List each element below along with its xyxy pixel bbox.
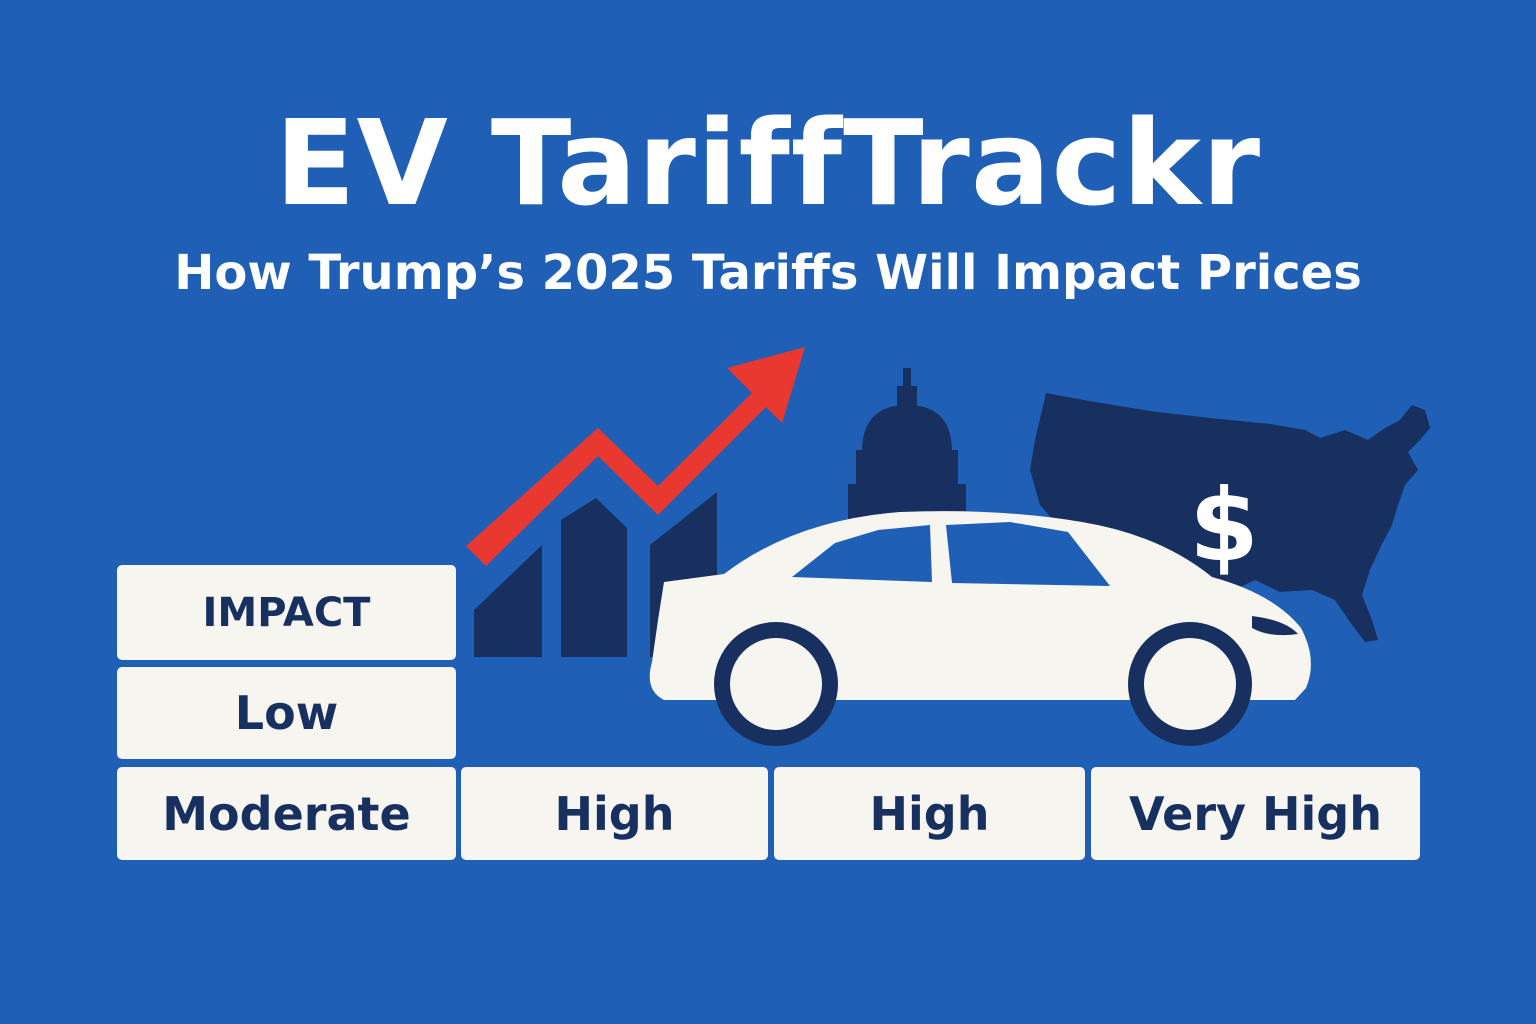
page-title: EV TariffTrackr — [274, 94, 1262, 232]
impact-level-high-2: High — [774, 767, 1085, 860]
impact-level-very-high: Very High — [1091, 767, 1420, 860]
dollar-sign-icon: $ — [1189, 467, 1259, 584]
car-icon — [649, 511, 1311, 746]
car-headlight — [1252, 616, 1298, 636]
capitol-dome-icon — [848, 368, 966, 530]
impact-header-cell: IMPACT — [117, 565, 456, 660]
car-window-rear — [946, 522, 1110, 586]
us-map-icon — [1030, 393, 1430, 642]
page-subtitle: How Trump’s 2025 Tariffs Will Impact Pri… — [174, 245, 1362, 301]
impact-level-moderate: Moderate — [117, 767, 456, 860]
trend-arrow-icon — [466, 347, 805, 566]
impact-level-low: Low — [117, 667, 456, 759]
car-window-front — [792, 525, 932, 582]
impact-level-high: High — [461, 767, 768, 860]
